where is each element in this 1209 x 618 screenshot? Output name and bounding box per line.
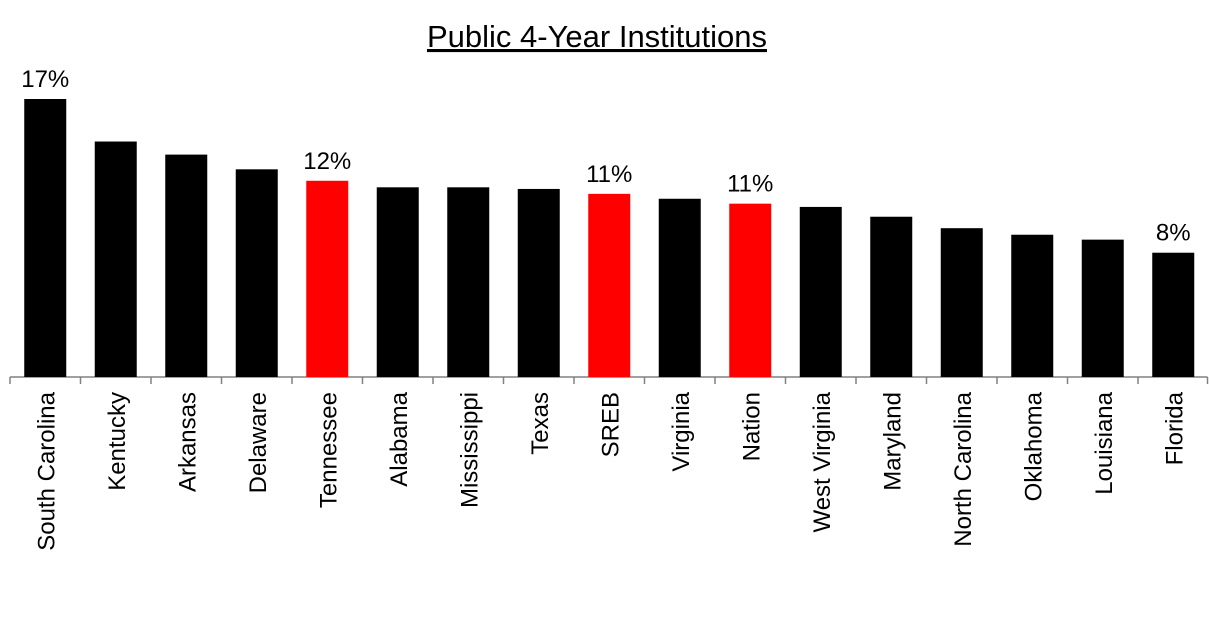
x-tick-label: SREB xyxy=(597,392,624,457)
x-tick-label: Oklahoma xyxy=(1020,391,1047,501)
bar xyxy=(517,188,560,377)
x-tick-label: Florida xyxy=(1161,391,1188,465)
bar xyxy=(940,228,983,377)
x-tick-label: Virginia xyxy=(668,391,695,471)
bar xyxy=(799,206,842,377)
x-tick-label: Mississippi xyxy=(456,392,483,508)
data-label: 11% xyxy=(586,161,632,188)
x-tick-label: Kentucky xyxy=(104,392,131,491)
bar xyxy=(306,180,349,377)
bar xyxy=(870,216,913,377)
x-tick-label: Texas xyxy=(527,392,554,455)
bar xyxy=(1152,252,1195,377)
chart-title: Public 4-Year Institutions xyxy=(427,19,767,54)
x-tick-label: West Virginia xyxy=(809,391,836,532)
data-label: 11% xyxy=(727,171,773,198)
bar xyxy=(24,99,67,377)
bar xyxy=(1011,234,1054,377)
x-tick-label: Tennessee xyxy=(315,392,342,508)
data-label: 8% xyxy=(1156,220,1191,247)
data-label: 12% xyxy=(303,148,351,175)
bar xyxy=(165,154,208,377)
x-tick-label: Delaware xyxy=(245,392,272,493)
x-tick-label: Maryland xyxy=(879,392,906,491)
bar xyxy=(588,193,631,377)
data-label: 17% xyxy=(21,66,69,93)
x-tick-label: Alabama xyxy=(386,391,413,486)
bar xyxy=(376,187,419,377)
bar xyxy=(235,169,278,377)
x-tick-label: South Carolina xyxy=(33,391,60,550)
bar xyxy=(658,198,701,377)
x-tick-label: Louisiana xyxy=(1091,391,1118,494)
x-tick-label: Nation xyxy=(738,392,765,461)
x-tick-label: North Carolina xyxy=(950,391,977,546)
bar xyxy=(1081,239,1124,377)
bar xyxy=(94,141,137,377)
bar xyxy=(447,187,490,377)
bar xyxy=(729,203,772,377)
x-tick-label: Arkansas xyxy=(174,392,201,492)
